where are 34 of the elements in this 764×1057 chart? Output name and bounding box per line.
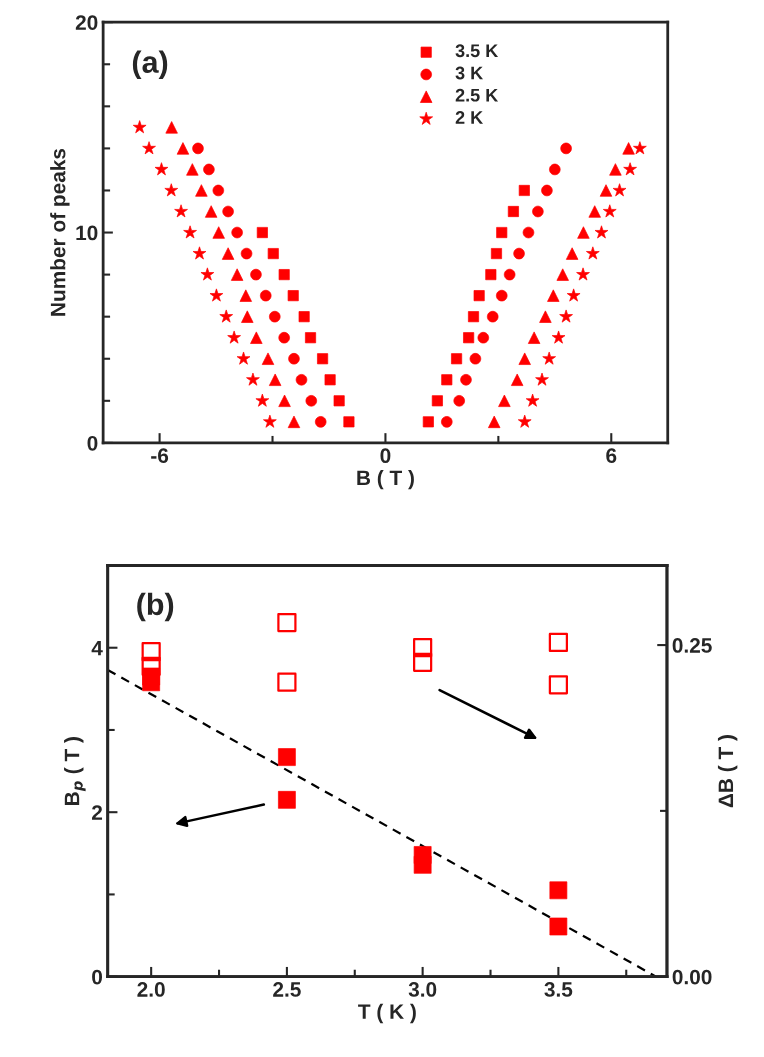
y2-tick-label: 0.00 — [672, 969, 712, 985]
x-tick-label: 3.5 — [544, 982, 573, 997]
y-axis-title: Number of peaks — [50, 148, 70, 316]
annotation: (b) — [137, 592, 174, 622]
point — [413, 638, 433, 658]
legend-label: 3 K — [455, 66, 484, 80]
y2-tick-label: 0.25 — [672, 638, 712, 653]
x-tick-label: 2.5 — [273, 982, 301, 997]
x-tick-label: 6 — [606, 448, 617, 464]
y-tick-label: 0 — [87, 435, 98, 451]
x-tick-label: 2.0 — [137, 982, 165, 997]
x-tick-label: 0 — [380, 448, 391, 464]
y2-axis-title: ΔB ( T ) — [717, 735, 738, 808]
x-tick-label: -6 — [151, 448, 169, 464]
y-tick-label: 4 — [91, 640, 103, 656]
x-axis-title: T ( K ) — [358, 1003, 416, 1024]
point — [141, 642, 161, 662]
y-tick-label: 2 — [92, 805, 103, 820]
legend-label: 2 K — [455, 111, 484, 124]
point — [413, 652, 433, 672]
point — [141, 656, 161, 676]
legend-label: 3.5 K — [455, 44, 499, 58]
legend-label: 2.5 K — [455, 88, 499, 102]
y-tick-label: 0 — [92, 969, 103, 985]
point — [277, 612, 297, 633]
y-tick-label: 20 — [75, 15, 98, 30]
annotation: (a) — [132, 50, 168, 80]
point — [548, 675, 568, 695]
y-tick-label: 10 — [76, 225, 98, 241]
point — [277, 672, 297, 692]
y-axis-title: B$_{p}$ ( T ) — [64, 737, 86, 805]
point — [548, 632, 568, 653]
x-tick-label: 3.0 — [408, 982, 437, 997]
x-axis-title: B ( T ) — [357, 469, 414, 490]
